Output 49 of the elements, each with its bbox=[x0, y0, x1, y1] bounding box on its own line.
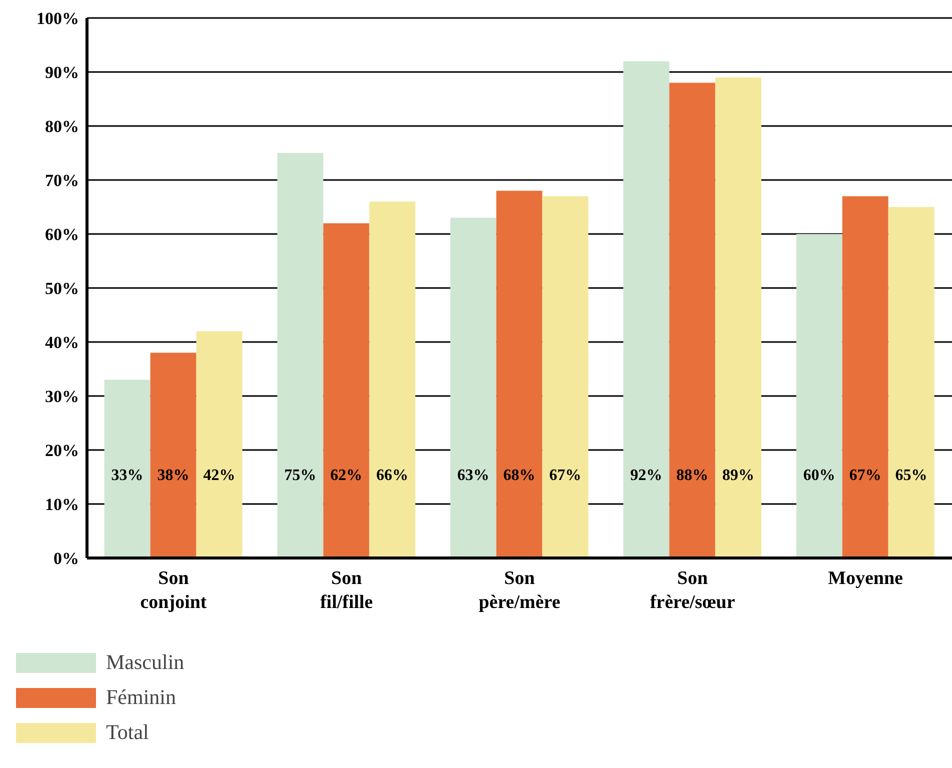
bar bbox=[888, 207, 934, 558]
bar bbox=[796, 234, 842, 558]
x-tick-label: Son conjoint bbox=[140, 568, 208, 613]
data-label: 68% bbox=[503, 467, 536, 484]
y-tick-label: 20% bbox=[45, 441, 79, 460]
bar bbox=[196, 331, 242, 558]
bar bbox=[369, 202, 416, 558]
bar bbox=[150, 352, 196, 558]
x-tick-label: Son frère/sœur bbox=[650, 568, 736, 613]
data-label: 88% bbox=[676, 467, 708, 484]
bar bbox=[277, 153, 324, 558]
bar bbox=[323, 223, 370, 558]
data-label: 65% bbox=[895, 467, 928, 484]
bar bbox=[450, 218, 496, 558]
bar bbox=[669, 82, 716, 558]
y-tick-label: 50% bbox=[45, 279, 79, 298]
data-label: 62% bbox=[330, 467, 362, 484]
bar bbox=[842, 196, 888, 558]
y-tick-label: 100% bbox=[36, 9, 79, 28]
data-label: 75% bbox=[284, 467, 316, 484]
data-label: 33% bbox=[111, 467, 144, 484]
data-label: 42% bbox=[203, 467, 236, 484]
data-label: 89% bbox=[722, 467, 754, 484]
data-label: 67% bbox=[849, 467, 882, 484]
legend-label: Féminin bbox=[106, 685, 176, 710]
x-tick-label: Moyenne bbox=[828, 568, 903, 589]
y-tick-label: 90% bbox=[45, 63, 79, 82]
x-tick-label: Son père/mère bbox=[478, 568, 560, 613]
data-label: 67% bbox=[549, 467, 582, 484]
bar bbox=[623, 61, 670, 558]
y-tick-label: 40% bbox=[45, 333, 79, 352]
y-tick-label: 10% bbox=[45, 495, 79, 514]
bar bbox=[715, 77, 762, 558]
y-tick-label: 80% bbox=[45, 117, 79, 136]
data-label: 60% bbox=[803, 467, 836, 484]
data-label: 38% bbox=[157, 467, 190, 484]
legend-label: Masculin bbox=[106, 650, 184, 675]
y-tick-label: 30% bbox=[45, 387, 79, 406]
y-tick-label: 60% bbox=[45, 225, 79, 244]
legend-label: Total bbox=[106, 720, 149, 745]
data-label: 92% bbox=[630, 467, 662, 484]
data-label: 63% bbox=[457, 467, 490, 484]
data-label: 66% bbox=[376, 467, 408, 484]
x-tick-label: Son fil/fille bbox=[320, 568, 373, 613]
bar bbox=[104, 380, 150, 558]
bar bbox=[496, 190, 542, 558]
y-tick-label: 70% bbox=[45, 171, 79, 190]
bar bbox=[542, 196, 588, 558]
y-tick-label: 0% bbox=[54, 549, 79, 568]
